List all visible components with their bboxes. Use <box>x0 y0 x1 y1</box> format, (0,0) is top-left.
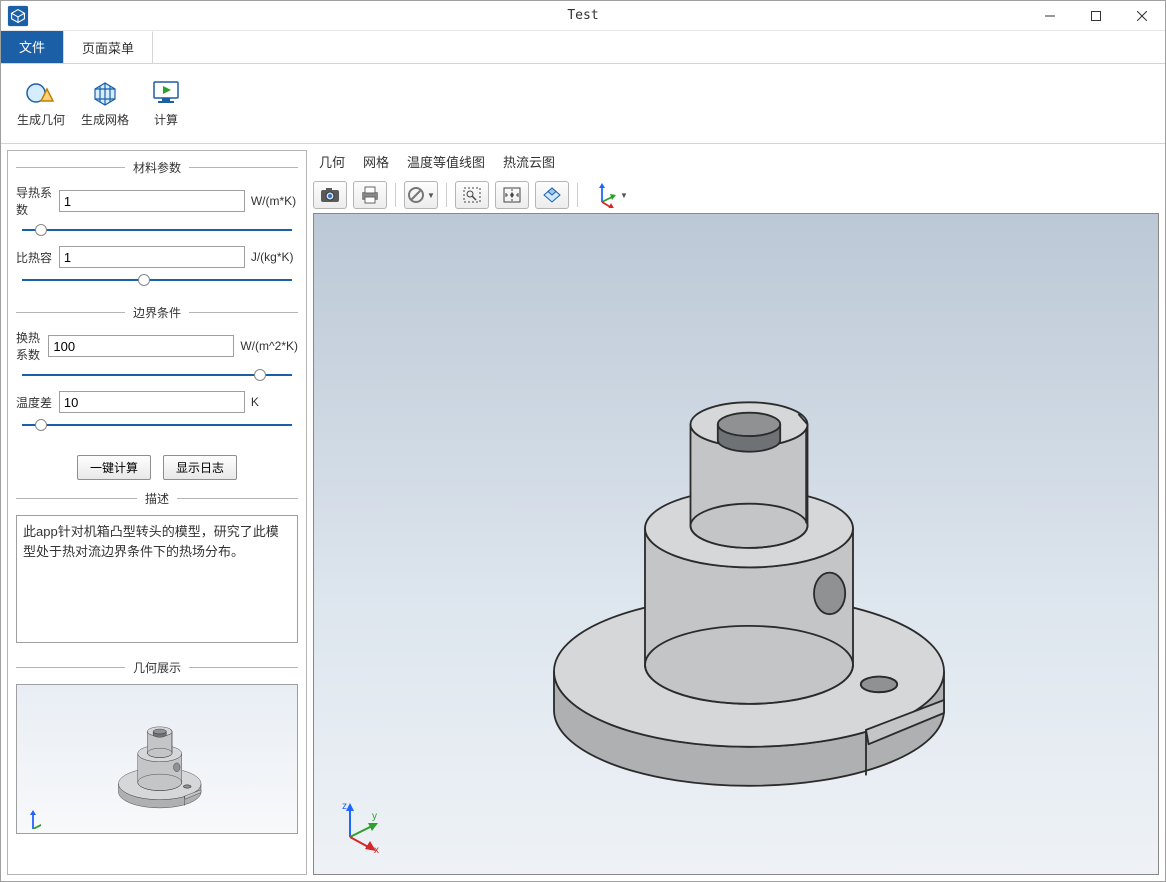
thermal-conductivity-row: 导热系数 W/(m*K) <box>16 184 298 218</box>
toolbar-separator-2 <box>446 183 447 207</box>
spec-heat-label: 比热容 <box>16 249 53 266</box>
printer-icon <box>360 186 380 204</box>
material-fieldset: 材料参数 导热系数 W/(m*K) 比热容 J/(kg*K) <box>16 157 298 296</box>
content-area: 材料参数 导热系数 W/(m*K) 比热容 J/(kg*K) 边界条件 换热系 <box>1 144 1165 881</box>
gen-geometry-label: 生成几何 <box>17 111 65 128</box>
action-buttons: 一键计算 显示日志 <box>16 455 298 480</box>
app-window: Test 文件 页面菜单 生成几何 <box>0 0 1166 882</box>
desc-legend: 描述 <box>137 490 177 507</box>
view-tab-contour[interactable]: 温度等值线图 <box>407 152 485 171</box>
heat-coef-row: 换热系数 W/(m^2*K) <box>16 329 298 363</box>
ribbon-tab-strip: 文件 页面菜单 <box>1 31 1165 64</box>
gen-mesh-label: 生成网格 <box>81 111 129 128</box>
chevron-down-icon: ▼ <box>427 191 435 200</box>
snapshot-button[interactable] <box>313 181 347 209</box>
toolbar-separator-3 <box>577 183 578 207</box>
description-fieldset: 描述 此app针对机箱凸型转头的模型，研究了此模型处于热对流边界条件下的热场分布… <box>16 488 298 651</box>
thermal-cond-label: 导热系数 <box>16 184 53 218</box>
mesh-icon <box>89 79 121 107</box>
compute-button[interactable]: 计算 <box>139 75 193 132</box>
disable-button[interactable]: ▼ <box>404 181 438 209</box>
view-tab-geom[interactable]: 几何 <box>319 152 345 171</box>
geometry-icon <box>25 79 57 107</box>
zoom-extent-icon <box>502 186 522 204</box>
axis-triad-icon <box>590 182 618 208</box>
preview-axis-icon <box>21 809 41 829</box>
minimize-button[interactable] <box>1027 1 1073 31</box>
axis-orientation-button[interactable]: ▼ <box>586 181 632 209</box>
sidebar-panel: 材料参数 导热系数 W/(m*K) 比热容 J/(kg*K) 边界条件 换热系 <box>7 150 307 875</box>
ribbon-toolbar: 生成几何 生成网格 计算 <box>1 64 1165 144</box>
temp-diff-slider[interactable] <box>22 424 292 426</box>
show-log-button[interactable]: 显示日志 <box>163 455 237 480</box>
rotate-icon <box>542 186 562 204</box>
zoom-box-button[interactable] <box>455 181 489 209</box>
app-icon <box>7 5 29 27</box>
tab-file[interactable]: 文件 <box>1 31 64 63</box>
specific-heat-row: 比热容 J/(kg*K) <box>16 246 298 268</box>
heat-coef-slider[interactable] <box>22 374 292 376</box>
temp-diff-input[interactable] <box>59 391 245 413</box>
main-part-svg <box>476 294 996 814</box>
print-button[interactable] <box>353 181 387 209</box>
rotate-button[interactable] <box>535 181 569 209</box>
geom-preview-viewport[interactable] <box>16 684 298 834</box>
gen-mesh-button[interactable]: 生成网格 <box>75 75 135 132</box>
compute-all-button[interactable]: 一键计算 <box>77 455 151 480</box>
zoom-extent-button[interactable] <box>495 181 529 209</box>
disable-icon <box>407 186 425 204</box>
title-bar: Test <box>1 1 1165 31</box>
main-panel: 几何 网格 温度等值线图 热流云图 ▼ <box>313 150 1159 875</box>
maximize-button[interactable] <box>1073 1 1119 31</box>
description-text: 此app针对机箱凸型转头的模型，研究了此模型处于热对流边界条件下的热场分布。 <box>16 515 298 643</box>
camera-icon <box>320 187 340 203</box>
compute-label: 计算 <box>154 111 178 128</box>
spec-heat-slider[interactable] <box>22 279 292 281</box>
view-tab-heatflow[interactable]: 热流云图 <box>503 152 555 171</box>
heat-coef-label: 换热系数 <box>16 329 42 363</box>
toolbar-separator <box>395 183 396 207</box>
geom-preview-fieldset: 几何展示 <box>16 657 298 834</box>
material-legend: 材料参数 <box>125 159 189 176</box>
boundary-fieldset: 边界条件 换热系数 W/(m^2*K) 温度差 K <box>16 302 298 441</box>
heat-coef-input[interactable] <box>48 335 234 357</box>
chevron-down-icon-2: ▼ <box>620 191 628 200</box>
preview-part-svg <box>102 704 212 814</box>
close-button[interactable] <box>1119 1 1165 31</box>
temp-diff-unit: K <box>251 395 298 409</box>
tab-page-menu[interactable]: 页面菜单 <box>64 31 153 63</box>
thermal-cond-slider[interactable] <box>22 229 292 231</box>
viewport-toolbar: ▼ ▼ <box>313 177 1159 213</box>
window-title: Test <box>567 8 598 23</box>
geom-preview-legend: 几何展示 <box>125 659 189 676</box>
view-tab-mesh[interactable]: 网格 <box>363 152 389 171</box>
viewport-axis-triad <box>332 799 386 856</box>
view-tab-strip: 几何 网格 温度等值线图 热流云图 <box>313 150 1159 177</box>
gen-geometry-button[interactable]: 生成几何 <box>11 75 71 132</box>
thermal-cond-input[interactable] <box>59 190 245 212</box>
boundary-legend: 边界条件 <box>125 304 189 321</box>
thermal-cond-unit: W/(m*K) <box>251 194 298 208</box>
temp-diff-row: 温度差 K <box>16 391 298 413</box>
window-controls <box>1027 1 1165 31</box>
main-viewport[interactable] <box>313 213 1159 875</box>
compute-icon <box>150 79 182 107</box>
zoom-box-icon <box>462 186 482 204</box>
temp-diff-label: 温度差 <box>16 394 53 411</box>
spec-heat-unit: J/(kg*K) <box>251 250 298 264</box>
heat-coef-unit: W/(m^2*K) <box>240 339 298 353</box>
spec-heat-input[interactable] <box>59 246 245 268</box>
